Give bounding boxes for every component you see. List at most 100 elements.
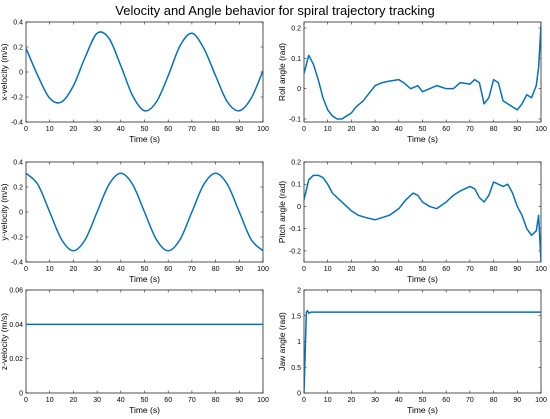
y-axis-label: Jaw angle (rad) [277, 312, 287, 371]
x-tick-label: 60 [164, 397, 172, 404]
y-tick-label: -0.2 [289, 248, 301, 255]
y-axis-label: z-velocity (m/s) [0, 313, 9, 370]
y-axis-label: y-velocity (m/s) [0, 183, 9, 240]
x-tick-label: 60 [164, 266, 172, 273]
y-tick-label: -0.4 [11, 120, 23, 127]
series-line-1 [304, 24, 541, 120]
x-tick-label: 80 [212, 397, 220, 404]
x-tick-label: 20 [70, 126, 78, 133]
x-tick-label: 70 [188, 126, 196, 133]
x-tick-label: 50 [419, 126, 427, 133]
y-tick-label: 0 [297, 86, 301, 93]
x-tick-label: 90 [513, 126, 521, 133]
x-tick-label: 90 [513, 266, 521, 273]
subplot-4: 0 10 20 30 40 50 60 70 80 90 100 -0.2 -0.1 0 0.1 0.2 Tim… [277, 160, 547, 285]
y-axis-label: x-velocity (m/s) [0, 43, 9, 100]
x-axis-label: Time (s) [129, 134, 160, 144]
x-tick-label: 10 [46, 126, 54, 133]
x-tick-label: 70 [466, 126, 474, 133]
x-tick-label: 10 [324, 397, 332, 404]
x-tick-label: 30 [93, 126, 101, 133]
y-tick-label: -0.1 [289, 226, 301, 233]
plot-area [303, 21, 542, 123]
x-tick-label: 20 [70, 397, 78, 404]
x-tick-label: 10 [46, 266, 54, 273]
y-tick-label: 0.02 [9, 356, 23, 363]
y-tick-label: 0.2 [291, 160, 301, 167]
series-line-1 [304, 174, 541, 263]
x-tick-label: 10 [324, 126, 332, 133]
y-tick-label: 0 [19, 391, 23, 398]
x-tick-label: 70 [188, 397, 196, 404]
y-tick-label: 0.2 [13, 185, 23, 192]
x-tick-label: 0 [302, 126, 306, 133]
x-tick-label: 90 [513, 397, 521, 404]
x-tick-label: 50 [141, 397, 149, 404]
x-tick-label: 40 [117, 397, 125, 404]
y-tick-label: -0.2 [11, 235, 23, 242]
y-tick-label: 0 [19, 210, 23, 217]
x-tick-label: 30 [371, 266, 379, 273]
x-tick-label: 100 [535, 126, 547, 133]
y-tick-label: 0.4 [13, 20, 23, 27]
y-tick-label: 0.06 [9, 288, 23, 295]
x-tick-label: 100 [535, 266, 547, 273]
x-tick-label: 30 [93, 397, 101, 404]
x-tick-label: 50 [419, 266, 427, 273]
subplot-3: 0 10 20 30 40 50 60 70 80 90 100 -0.4 -0.2 0 0.2 0.4 Tim… [0, 160, 269, 285]
y-tick-label: 0 [297, 204, 301, 211]
x-tick-label: 70 [466, 397, 474, 404]
x-axis-label: Time (s) [129, 405, 160, 415]
y-tick-label: 1 [297, 339, 301, 346]
x-tick-label: 0 [24, 126, 28, 133]
x-tick-label: 100 [257, 397, 269, 404]
x-tick-label: 80 [212, 266, 220, 273]
x-tick-label: 80 [490, 397, 498, 404]
x-tick-label: 0 [24, 266, 28, 273]
y-tick-label: -0.1 [289, 116, 301, 123]
y-tick-label: 0 [297, 391, 301, 398]
y-tick-label: 0.4 [13, 160, 23, 167]
x-tick-label: 70 [466, 266, 474, 273]
x-tick-label: 60 [442, 126, 450, 133]
x-axis-label: Time (s) [407, 134, 438, 144]
x-tick-label: 0 [24, 397, 28, 404]
x-tick-label: 60 [442, 266, 450, 273]
x-tick-label: 40 [117, 126, 125, 133]
x-tick-label: 20 [70, 266, 78, 273]
plot-area [25, 289, 264, 394]
x-tick-label: 0 [302, 397, 306, 404]
x-tick-label: 90 [235, 397, 243, 404]
x-tick-label: 0 [302, 266, 306, 273]
x-tick-label: 30 [93, 266, 101, 273]
x-tick-label: 70 [188, 266, 196, 273]
y-tick-label: 0.1 [291, 182, 301, 189]
series-line-1 [26, 172, 263, 252]
x-tick-label: 30 [371, 126, 379, 133]
y-tick-label: 0.2 [291, 26, 301, 33]
x-tick-label: 30 [371, 397, 379, 404]
x-tick-label: 20 [348, 126, 356, 133]
x-tick-label: 100 [257, 266, 269, 273]
y-tick-label: 0.5 [291, 365, 301, 372]
series-line-1 [304, 309, 541, 394]
x-tick-label: 40 [117, 266, 125, 273]
figure-title: Velocity and Angle behavior for spiral t… [115, 3, 434, 18]
plot-area [303, 161, 542, 263]
x-tick-label: 40 [395, 397, 403, 404]
x-tick-label: 10 [46, 397, 54, 404]
subplot-grid: 0 10 20 30 40 50 60 70 80 90 100-0.4-0.200.20.4Tim… [0, 20, 547, 416]
plot-area [303, 289, 542, 394]
x-tick-label: 50 [141, 126, 149, 133]
x-tick-label: 90 [235, 266, 243, 273]
x-axis-label: Time (s) [407, 405, 438, 415]
subplot-1: 0 10 20 30 40 50 60 70 80 90 100 -0.4 -0.2 0 0.2 0.4 Tim… [0, 20, 269, 145]
x-tick-label: 80 [212, 126, 220, 133]
y-axis-label: Pitch angle (rad) [277, 181, 287, 244]
x-tick-label: 40 [395, 266, 403, 273]
subplot-5: 0 10 20 30 40 50 60 70 80 90 100 0 0.02 0.04 0.06 Time … [0, 288, 269, 416]
x-tick-label: 80 [490, 266, 498, 273]
y-tick-label: 0.04 [9, 322, 23, 329]
